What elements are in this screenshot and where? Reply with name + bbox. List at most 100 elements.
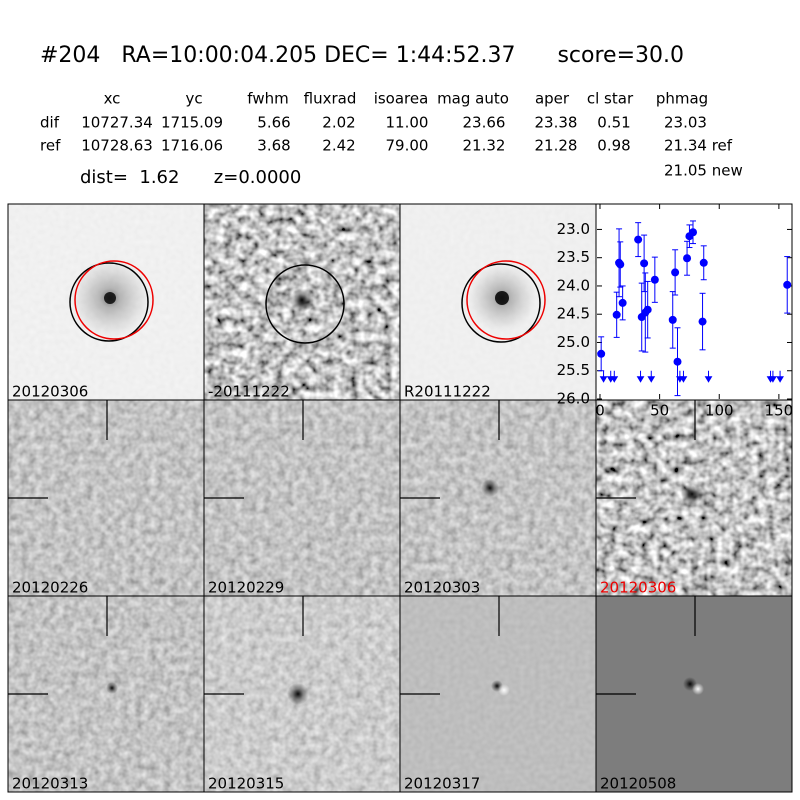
- stamp-label: 20120313: [12, 775, 88, 793]
- cell: 1715.09: [161, 114, 223, 132]
- x-tick-label: 150: [765, 402, 794, 420]
- point: [643, 305, 652, 314]
- source-residual: [692, 683, 704, 695]
- cell: 21.32: [463, 137, 506, 155]
- upper-limit: [769, 370, 777, 383]
- stamp-label: 20120229: [208, 579, 284, 597]
- aperture-ref: [466, 260, 546, 340]
- y-tick-label: 24.5: [557, 305, 590, 323]
- source: [481, 479, 499, 497]
- cell: 2.42: [322, 137, 355, 155]
- source-residual: [498, 684, 510, 696]
- source-core: [104, 292, 116, 304]
- upper-limit: [610, 370, 619, 383]
- point: [699, 258, 708, 267]
- stamp-images: [7, 203, 793, 793]
- light-curve: 23.0 23.5 24.0 24.5 25.0 25.5 26.0 0 50 100 150: [557, 204, 794, 420]
- point: [634, 235, 643, 244]
- row-label: ref: [40, 137, 61, 155]
- stamp-label: 20120306: [12, 383, 88, 401]
- panel-borders: [7, 203, 793, 793]
- point: [618, 298, 627, 307]
- stamp-labels: 20120306 -20111222 R20111222 20120226 201202…: [12, 383, 676, 793]
- cell: 2.02: [322, 114, 355, 132]
- aperture-ref: [74, 260, 154, 340]
- phmag-new: 21.05 new: [664, 162, 743, 180]
- y-tick-label: 23.5: [557, 248, 590, 266]
- column-header: yc: [185, 90, 202, 108]
- cell: 0.51: [597, 114, 630, 132]
- upper-limit: [599, 370, 608, 383]
- stamp-label: 20120226: [12, 579, 88, 597]
- point: [616, 260, 625, 269]
- point: [673, 357, 682, 366]
- column-header: aper: [535, 90, 570, 108]
- point: [698, 317, 707, 326]
- cell: 21.34 ref: [664, 137, 733, 155]
- point: [612, 310, 621, 319]
- stamp-label: 20120508: [600, 775, 676, 793]
- source: [106, 682, 118, 694]
- upper-limit: [776, 370, 784, 383]
- header-title: #204 RA=10:00:04.205 DEC= 1:44:52.37 sco…: [40, 43, 684, 68]
- x-tick-label: 100: [705, 402, 734, 420]
- upper-limit: [647, 370, 656, 383]
- point: [597, 349, 606, 358]
- stamp-label: 20120306: [600, 579, 676, 597]
- column-header: phmag: [656, 90, 708, 108]
- upper-limit: [704, 370, 713, 383]
- cell: 3.68: [257, 137, 290, 155]
- column-header: isoarea: [374, 90, 429, 108]
- cell: 11.00: [386, 114, 429, 132]
- cell: 0.98: [597, 137, 630, 155]
- y-tick-label: 26.0: [557, 390, 590, 408]
- stamp-label: 20120315: [208, 775, 284, 793]
- column-header: xc: [104, 90, 121, 108]
- aperture: [69, 262, 149, 342]
- source: [287, 683, 309, 705]
- source: [681, 483, 703, 505]
- cell: 5.66: [257, 114, 290, 132]
- dist-line: dist= 1.62 z=0.0000: [80, 167, 301, 188]
- point: [683, 254, 692, 263]
- cell: 23.38: [535, 114, 578, 132]
- row-label: dif: [40, 114, 60, 132]
- aperture: [461, 263, 541, 343]
- x-tick-label: 50: [650, 402, 669, 420]
- cell: 10727.34: [81, 114, 153, 132]
- stamp-label: R20111222: [404, 383, 491, 401]
- cell: 79.00: [386, 137, 429, 155]
- cell: 23.66: [463, 114, 506, 132]
- column-header: mag auto: [437, 90, 509, 108]
- source-core: [495, 291, 509, 305]
- plot-bg: [597, 204, 792, 400]
- column-header: cl star: [587, 90, 634, 108]
- upper-limit: [636, 370, 645, 383]
- upper-limit: [679, 370, 688, 383]
- point: [689, 228, 698, 237]
- point: [640, 259, 649, 268]
- y-tick-label: 23.0: [557, 220, 590, 238]
- x-tick-label: 0: [595, 402, 605, 420]
- stamp-label: 20120317: [404, 775, 480, 793]
- stamp-label: 20120303: [404, 579, 480, 597]
- cell: 10728.63: [81, 137, 153, 155]
- y-tick-label: 25.5: [557, 361, 590, 379]
- point: [650, 275, 659, 284]
- cell: 21.28: [535, 137, 578, 155]
- y-tick-label: 24.0: [557, 276, 590, 294]
- column-header: fluxrad: [304, 90, 357, 108]
- info-table: xc yc fwhm fluxrad isoarea mag auto aper cl sta…: [40, 90, 733, 155]
- column-header: fwhm: [247, 90, 288, 108]
- cell: 23.03: [664, 114, 707, 132]
- point: [783, 280, 792, 289]
- stamp-label: -20111222: [208, 383, 290, 401]
- cell: 1716.06: [161, 137, 223, 155]
- point: [671, 268, 680, 277]
- y-tick-label: 25.0: [557, 333, 590, 351]
- point: [668, 315, 677, 324]
- source: [290, 288, 314, 312]
- aperture: [265, 264, 345, 344]
